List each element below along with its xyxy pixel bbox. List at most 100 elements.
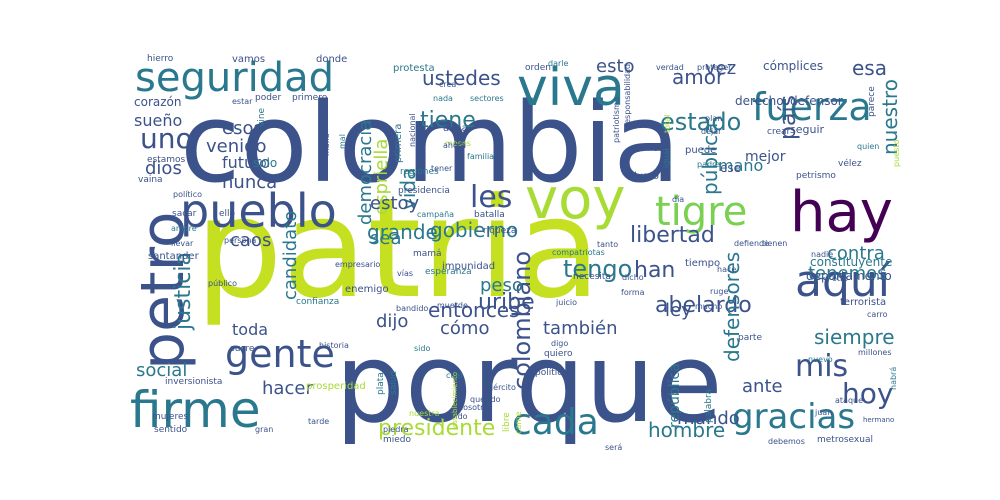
word-113: confianza [296, 297, 340, 307]
word-156: establecimiento [451, 371, 459, 428]
word-111: amore [171, 224, 197, 233]
word-119: sucre [230, 344, 255, 354]
word-130: haciendo [431, 412, 468, 421]
word-14: cada [512, 402, 599, 443]
word-30: ustedes [422, 66, 501, 90]
word-136: quiero [544, 349, 573, 359]
word-191: vine [257, 107, 267, 127]
word-77: constituyente [810, 255, 893, 269]
word-91: sectores [470, 94, 504, 103]
word-150: mucho [695, 302, 723, 311]
word-21: uno [140, 122, 193, 155]
word-181: patriotismo [612, 97, 621, 143]
word-4: viva [517, 58, 625, 118]
word-7: pueblo [180, 184, 337, 238]
word-151: ruge [710, 287, 729, 296]
word-68: ley [665, 300, 692, 321]
word-31: amor [672, 65, 725, 89]
word-95: regiones [400, 167, 439, 177]
word-124: sentido [154, 425, 188, 435]
word-149: parte [738, 333, 762, 343]
word-32: esa [852, 56, 887, 80]
word-56: siempre [814, 325, 895, 349]
word-118: historia [319, 341, 349, 350]
word-33: vez [705, 58, 737, 79]
word-96: familia [467, 152, 495, 161]
word-125: gran [255, 425, 274, 434]
word-75: cómplices [763, 59, 824, 73]
word-170: dejar [701, 127, 722, 136]
word-103: esperanza [425, 267, 472, 277]
word-186: ahora [443, 141, 467, 150]
word-5: hay [790, 180, 893, 245]
word-129: nuestra [409, 409, 440, 418]
word-40: esos [222, 118, 263, 139]
word-179: igual [662, 148, 671, 169]
word-47: sea [370, 228, 402, 249]
word-145: habrá [889, 366, 898, 390]
word-73: derecho [735, 94, 784, 108]
word-123: mujeres [152, 412, 189, 422]
word-131: nosotros [458, 403, 493, 412]
word-69: peso [480, 275, 523, 296]
word-74: defensor [790, 94, 843, 108]
word-192: estamos [147, 155, 186, 165]
word-169: petrismo [796, 171, 836, 181]
word-163: otro [832, 274, 849, 283]
word-72: mejor [745, 149, 786, 165]
word-85: primero [292, 93, 328, 103]
word-175: quien [857, 142, 880, 151]
word-189: mal [338, 134, 347, 149]
word-105: político [173, 190, 203, 199]
word-12: fuerza [752, 85, 872, 129]
word-162: hace [717, 265, 737, 274]
word-42: futuro [222, 153, 271, 172]
word-116: bandido [396, 304, 429, 313]
word-8: seguridad [135, 55, 335, 101]
word-158: salud [389, 370, 399, 395]
word-194: mamá [413, 249, 442, 259]
word-146: millones [858, 348, 892, 357]
word-92: nada [433, 94, 453, 103]
word-154: libre [502, 412, 512, 432]
word-121: prosperidad [306, 381, 366, 392]
word-184: tener [431, 164, 453, 173]
word-155: carne [514, 411, 523, 434]
word-188: primera [393, 123, 404, 163]
word-61: tenemos [808, 263, 887, 284]
word-82: donde [316, 54, 348, 65]
word-70: toda [232, 320, 269, 339]
word-141: metrosexual [817, 435, 873, 445]
word-164: tienen [762, 239, 788, 248]
word-3: voy [525, 167, 626, 232]
word-104: campaña [417, 210, 455, 219]
word-148: carro [867, 310, 888, 319]
word-108: persona [224, 236, 257, 245]
word-139: palabra [704, 388, 714, 423]
word-28: han [634, 258, 676, 283]
word-11: aquí [795, 256, 891, 307]
word-6: tigre [655, 189, 748, 235]
word-76: seguir [790, 123, 825, 136]
word-94: presidencia [398, 186, 450, 196]
word-174: plan [705, 114, 723, 123]
word-27: uribe [478, 290, 535, 315]
word-49: grande [367, 220, 438, 244]
word-153: juicio [556, 298, 578, 307]
word-172: puede [685, 145, 717, 156]
word-117: muerde [437, 301, 468, 310]
word-13: gente [225, 332, 335, 376]
word-10: firme [130, 381, 261, 439]
word-60: mundo [677, 408, 740, 429]
word-187: nacional [408, 113, 417, 147]
word-112: público [208, 279, 237, 288]
word-133: ejército [486, 383, 516, 392]
word-193: vaina [138, 175, 163, 185]
word-24: libertad [630, 223, 715, 248]
word-109: llevar [171, 239, 194, 248]
word-17: hoy [842, 377, 894, 410]
word-161: tiempo [685, 258, 721, 269]
word-185: meses [445, 139, 471, 148]
word-120: sido [414, 344, 431, 353]
